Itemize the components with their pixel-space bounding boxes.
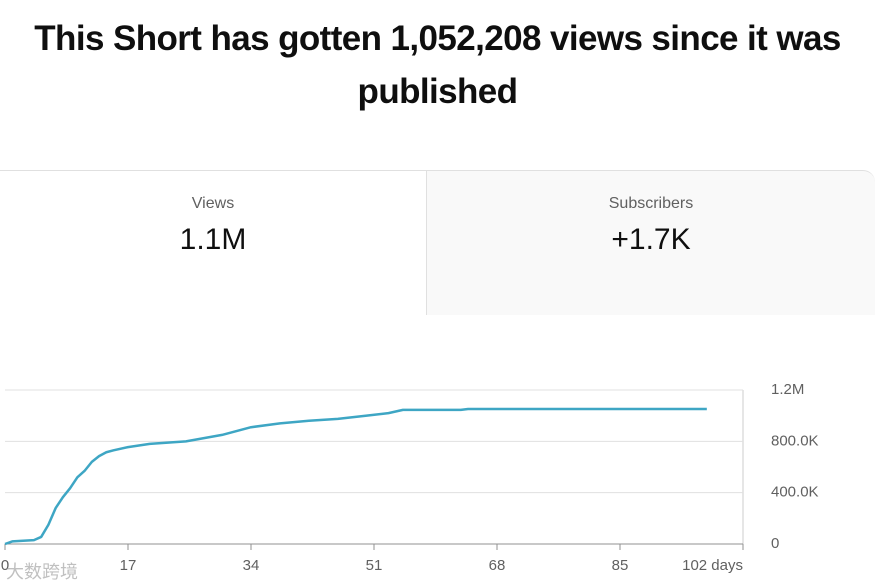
x-tick-label: 17: [120, 557, 137, 574]
y-tick-label: 800.0K: [771, 432, 819, 449]
views-card[interactable]: Views 1.1M: [0, 170, 427, 315]
x-tick-label: 85: [612, 557, 629, 574]
x-tick-label: 0: [1, 557, 9, 574]
views-line: [4, 407, 707, 546]
card-value: +1.7K: [611, 223, 691, 256]
x-tick-label: 102 days: [682, 557, 743, 574]
card-value: 1.1M: [179, 223, 247, 256]
x-tick-label: 68: [489, 557, 506, 574]
watermark: 大数跨境: [6, 562, 78, 582]
subscribers-card[interactable]: Subscribers +1.7K: [427, 170, 875, 315]
x-tick-label: 34: [243, 557, 260, 574]
y-tick-label: 400.0K: [771, 484, 819, 501]
card-label: Subscribers: [608, 195, 694, 212]
y-tick-label: 0: [771, 535, 779, 552]
page-title: This Short has gotten 1,052,208 views si…: [34, 19, 841, 111]
x-tick-label: 51: [366, 557, 383, 574]
card-label: Views: [191, 195, 235, 212]
y-tick-label: 1.2M: [771, 381, 804, 398]
chart: 0 400.0K 800.0K 1.2M 0 17 34 51 68 85 102 days: [1, 381, 819, 574]
